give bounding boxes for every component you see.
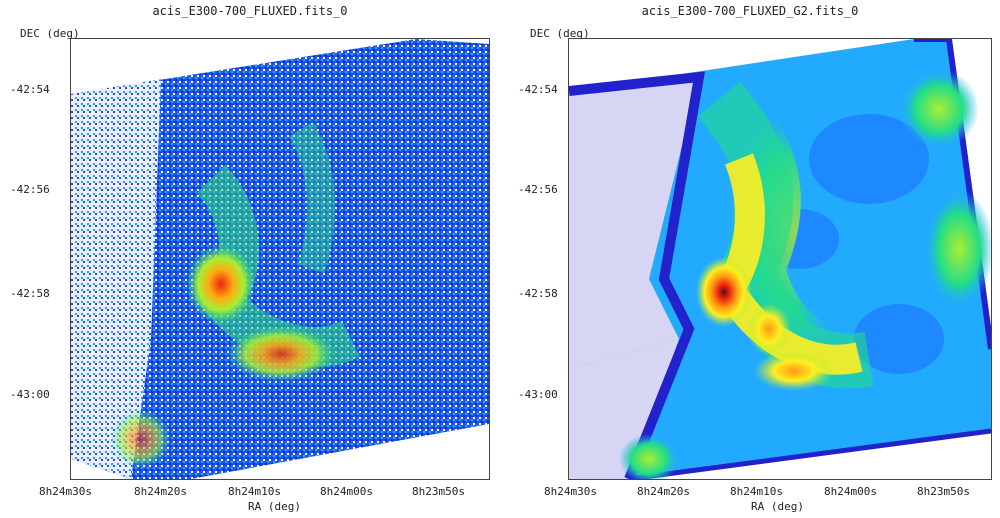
- panel-title: acis_E300-700_FLUXED.fits_0: [152, 4, 348, 18]
- y-tick-label: -42:54: [10, 83, 50, 96]
- y-tick-label: -42:58: [10, 287, 50, 300]
- x-axis-label: RA (deg): [751, 500, 804, 513]
- x-tick-label: 8h24m00s: [320, 485, 373, 498]
- fluxed-image: [71, 39, 489, 479]
- x-tick-label: 8h24m30s: [544, 485, 597, 498]
- image-plot-area[interactable]: [568, 38, 992, 480]
- x-tick-label: 8h24m10s: [228, 485, 281, 498]
- x-tick-label: 8h24m10s: [730, 485, 783, 498]
- y-axis-label: DEC (deg): [530, 27, 590, 40]
- y-tick-label: -42:58: [518, 287, 558, 300]
- y-tick-label: -42:56: [10, 183, 50, 196]
- panel-title: acis_E300-700_FLUXED_G2.fits_0: [641, 4, 859, 18]
- y-tick-label: -43:00: [518, 388, 558, 401]
- x-tick-label: 8h24m30s: [39, 485, 92, 498]
- x-tick-label: 8h24m20s: [637, 485, 690, 498]
- x-tick-label: 8h24m00s: [824, 485, 877, 498]
- y-tick-label: -42:54: [518, 83, 558, 96]
- y-tick-label: -43:00: [10, 388, 50, 401]
- right-image-panel: acis_E300-700_FLUXED_G2.fits_0 DEC (deg): [500, 0, 1000, 518]
- y-axis-label: DEC (deg): [20, 27, 80, 40]
- x-tick-label: 8h24m20s: [134, 485, 187, 498]
- image-plot-area[interactable]: [70, 38, 490, 480]
- left-image-panel: acis_E300-700_FLUXED.fits_0 DEC (deg): [10, 4, 490, 513]
- smoothed-image: [569, 39, 991, 479]
- x-axis-label: RA (deg): [248, 500, 301, 513]
- x-tick-label: 8h23m50s: [412, 485, 465, 498]
- x-tick-label: 8h23m50s: [917, 485, 970, 498]
- y-tick-label: -42:56: [518, 183, 558, 196]
